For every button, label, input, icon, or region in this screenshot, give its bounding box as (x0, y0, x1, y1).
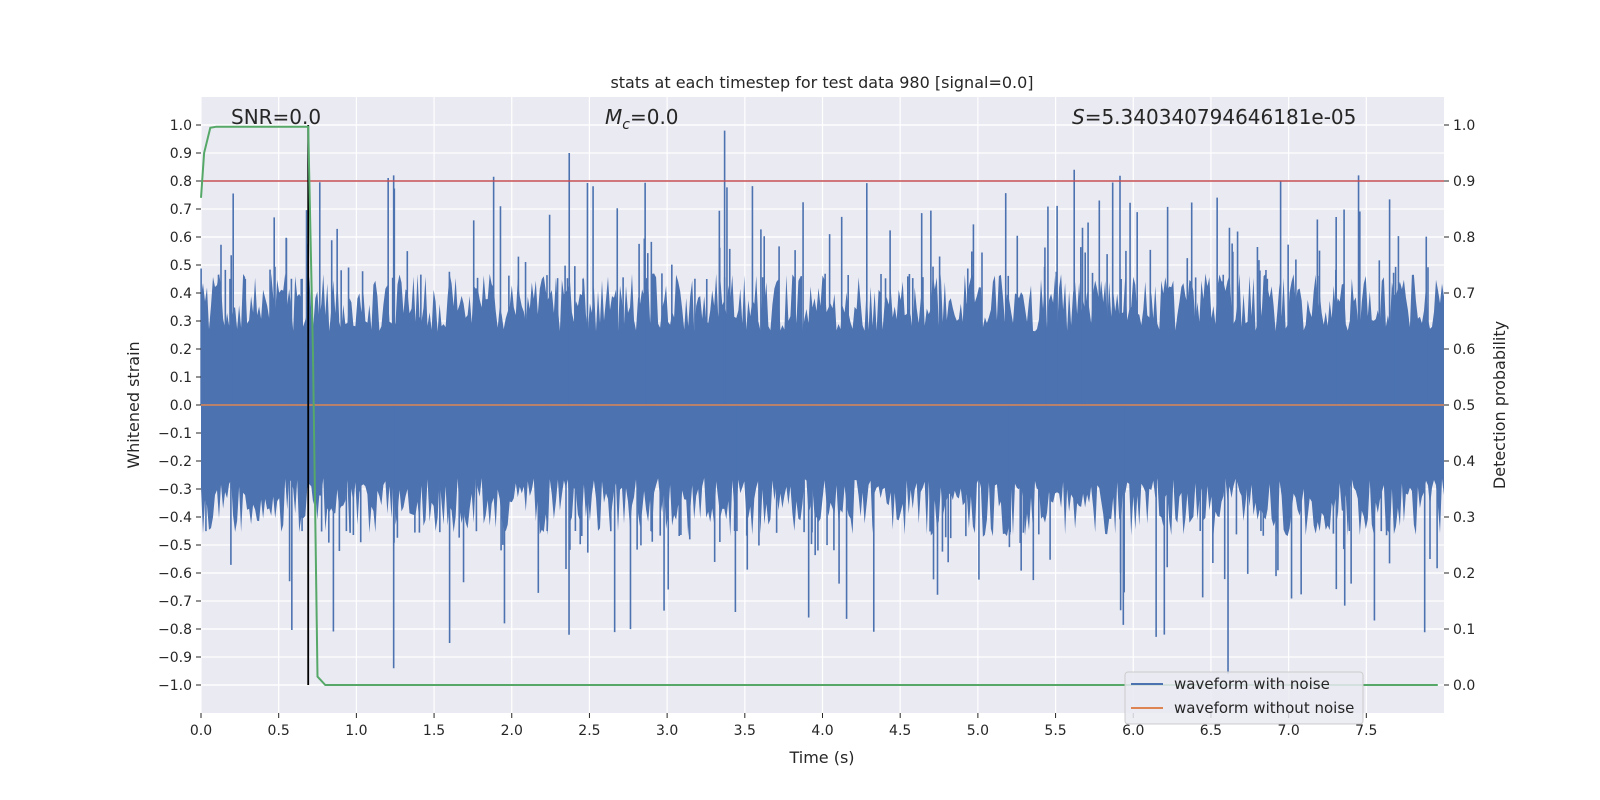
x-tick-label: 2.0 (501, 723, 523, 739)
x-tick-label: 0.0 (190, 723, 212, 739)
chirp-mass-value: =0.0 (630, 105, 679, 129)
y-left-tick-label: −0.6 (158, 566, 192, 582)
y-right-tick-label: 0.3 (1453, 510, 1475, 526)
legend-label-noise: waveform with noise (1174, 675, 1330, 693)
y-left-tick-label: −1.0 (158, 678, 192, 694)
x-tick-label: 3.5 (734, 723, 756, 739)
y-right-axis-ticks: 1.0 0.9 0.8 0.7 0.6 0.5 0.4 0.3 0.2 0.1 0.0 (1444, 118, 1475, 694)
statistic-annotation: S=5.340340794646181e-05 (1072, 105, 1356, 129)
chart-title: stats at each timestep for test data 980… (610, 73, 1033, 92)
x-tick-label: 5.0 (967, 723, 989, 739)
y-right-tick-label: 0.8 (1453, 230, 1475, 246)
x-tick-label: 7.0 (1277, 723, 1299, 739)
y-left-tick-label: 0.5 (170, 258, 192, 274)
x-tick-label: 4.0 (811, 723, 833, 739)
noise-spikes (200, 130, 1438, 674)
y-right-tick-label: 0.6 (1453, 342, 1475, 358)
y-left-tick-label: −0.9 (158, 650, 192, 666)
y-left-tick-label: −0.8 (158, 622, 192, 638)
y-left-tick-label: 0.8 (170, 174, 192, 190)
y-left-tick-label: −0.5 (158, 538, 192, 554)
x-tick-label: 5.5 (1044, 723, 1066, 739)
y-right-tick-label: 0.7 (1453, 286, 1475, 302)
statistic-symbol: S (1072, 105, 1085, 129)
snr-annotation: SNR=0.0 (231, 105, 321, 129)
y-left-tick-label: 0.6 (170, 230, 192, 246)
y-right-tick-label: 0.1 (1453, 622, 1475, 638)
x-tick-label: 1.5 (423, 723, 445, 739)
x-tick-label: 0.5 (268, 723, 290, 739)
chirp-mass-annotation: Mc=0.0 (605, 105, 679, 133)
y-left-tick-label: 0.7 (170, 202, 192, 218)
y-left-tick-label: −0.3 (158, 482, 192, 498)
x-tick-label: 6.0 (1122, 723, 1144, 739)
x-tick-label: 3.0 (656, 723, 678, 739)
y-right-tick-label: 0.9 (1453, 174, 1475, 190)
y-left-tick-label: 0.4 (170, 286, 192, 302)
y-left-axis-ticks: 1.0 0.9 0.8 0.7 0.6 0.5 0.4 0.3 0.2 0.1 0.0 −0.1 −0.… (158, 118, 201, 694)
y-left-tick-label: 1.0 (170, 118, 192, 134)
y-left-tick-label: 0.2 (170, 342, 192, 358)
series-detection-probability (200, 125, 1438, 686)
x-tick-label: 2.5 (578, 723, 600, 739)
y-left-axis-title: Whitened strain (124, 341, 143, 468)
x-axis-ticks: 0.0 0.5 1.0 1.5 2.0 2.5 3.0 3.5 4.0 4.5 5.0 5.5 6.0 6… (190, 713, 1377, 739)
legend-box (1124, 671, 1364, 725)
statistic-value: =5.340340794646181e-05 (1085, 105, 1357, 129)
y-right-tick-label: 0.4 (1453, 454, 1475, 470)
y-right-tick-label: 0.0 (1453, 678, 1475, 694)
x-tick-label: 7.5 (1355, 723, 1377, 739)
y-left-tick-label: −0.2 (158, 454, 192, 470)
chirp-mass-symbol: M (605, 105, 622, 129)
y-left-tick-label: −0.7 (158, 594, 192, 610)
x-tick-label: 1.0 (345, 723, 367, 739)
y-right-tick-label: 0.2 (1453, 566, 1475, 582)
y-right-tick-label: 1.0 (1453, 118, 1475, 134)
x-tick-label: 4.5 (889, 723, 911, 739)
legend-label-clean: waveform without noise (1174, 699, 1354, 717)
y-left-tick-label: −0.1 (158, 426, 192, 442)
y-left-tick-label: −0.4 (158, 510, 192, 526)
y-left-tick-label: 0.1 (170, 370, 192, 386)
legend: waveform with noise waveform without noi… (1124, 671, 1364, 725)
y-left-tick-label: 0.0 (170, 398, 192, 414)
y-left-tick-label: 0.3 (170, 314, 192, 330)
x-tick-label: 6.5 (1200, 723, 1222, 739)
y-right-tick-label: 0.5 (1453, 398, 1475, 414)
chirp-mass-subscript: c (622, 117, 630, 133)
y-right-axis-title: Detection probability (1490, 321, 1509, 489)
y-left-tick-label: 0.9 (170, 146, 192, 162)
x-axis-title: Time (s) (788, 748, 854, 767)
